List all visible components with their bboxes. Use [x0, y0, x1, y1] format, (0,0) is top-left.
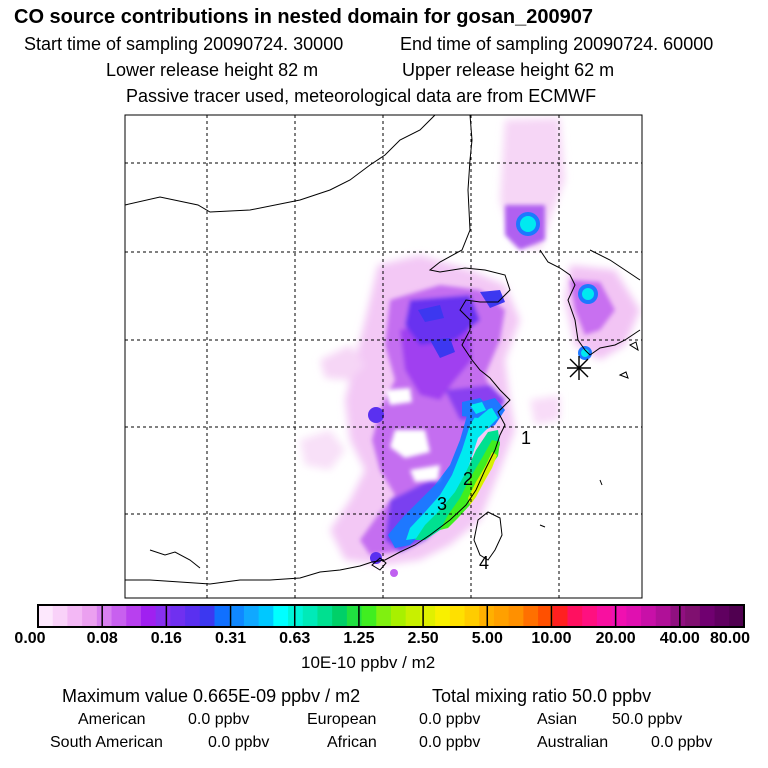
- colorbar-cell: [626, 605, 641, 627]
- colorbar-cell: [303, 605, 318, 627]
- colorbar-cell: [685, 605, 700, 627]
- colorbar-cell: [362, 605, 377, 627]
- colorbar-cell: [38, 605, 53, 627]
- colorbar-cell: [332, 605, 347, 627]
- colorbar-cell: [244, 605, 259, 627]
- colorbar-cell: [523, 605, 538, 627]
- colorbar-tick-label: 0.31: [215, 630, 246, 648]
- colorbar-cell: [435, 605, 450, 627]
- colorbar-cell: [376, 605, 391, 627]
- source-name-african: African: [327, 734, 377, 752]
- colorbar-cell: [156, 605, 171, 627]
- source-name-european: European: [307, 711, 376, 729]
- colorbar-cell: [53, 605, 68, 627]
- colorbar-cell: [406, 605, 421, 627]
- colorbar-cell: [215, 605, 230, 627]
- source-name-south-american: South American: [50, 734, 163, 752]
- colorbar-cell: [597, 605, 612, 627]
- colorbar-cell: [170, 605, 185, 627]
- colorbar-tick-label: 20.00: [596, 630, 636, 648]
- colorbar-cell: [82, 605, 97, 627]
- colorbar-cell: [670, 605, 685, 627]
- colorbar-cell: [582, 605, 597, 627]
- colorbar-cell: [450, 605, 465, 627]
- source-name-american: American: [78, 711, 146, 729]
- colorbar-tick-label: 0.00: [14, 630, 45, 648]
- colorbar-cell: [288, 605, 303, 627]
- colorbar-cell: [126, 605, 141, 627]
- colorbar-cell: [641, 605, 656, 627]
- colorbar-units: 10E-10 ppbv / m2: [301, 653, 435, 673]
- colorbar-cell: [509, 605, 524, 627]
- colorbar-cell: [553, 605, 568, 627]
- source-value-european: 0.0 ppbv: [419, 711, 480, 729]
- total-mixing-ratio-label: Total mixing ratio 50.0 ppbv: [432, 686, 651, 707]
- colorbar-cell: [112, 605, 127, 627]
- maximum-value-label: Maximum value 0.665E-09 ppbv / m2: [62, 686, 360, 707]
- colorbar-tick-label: 10.00: [531, 630, 571, 648]
- colorbar-cell: [729, 605, 744, 627]
- source-value-asian: 50.0 ppbv: [612, 711, 682, 729]
- source-value-south-american: 0.0 ppbv: [208, 734, 269, 752]
- colorbar-tick-label: 0.16: [151, 630, 182, 648]
- colorbar-cell: [141, 605, 156, 627]
- colorbar-cell: [494, 605, 509, 627]
- colorbar-cell: [568, 605, 583, 627]
- colorbar-cell: [317, 605, 332, 627]
- colorbar-tick-label: 80.00: [710, 630, 750, 648]
- colorbar-cell: [259, 605, 274, 627]
- colorbar-cell: [273, 605, 288, 627]
- source-value-american: 0.0 ppbv: [188, 711, 249, 729]
- colorbar-cell: [97, 605, 112, 627]
- colorbar-tick-label: 2.50: [408, 630, 439, 648]
- colorbar-cell: [200, 605, 215, 627]
- colorbar-cell: [185, 605, 200, 627]
- colorbar-tick-label: 5.00: [472, 630, 503, 648]
- colorbar-cell: [715, 605, 730, 627]
- colorbar-cell: [347, 605, 362, 627]
- colorbar-cell: [656, 605, 671, 627]
- colorbar-cell: [612, 605, 627, 627]
- colorbar-tick-label: 1.25: [343, 630, 374, 648]
- colorbar-cell: [229, 605, 244, 627]
- colorbar-tick-label: 0.08: [87, 630, 118, 648]
- colorbar-cell: [391, 605, 406, 627]
- colorbar-cell: [700, 605, 715, 627]
- source-name-asian: Asian: [537, 711, 577, 729]
- source-value-australian: 0.0 ppbv: [651, 734, 712, 752]
- colorbar-tick-label: 0.63: [279, 630, 310, 648]
- colorbar-cell: [67, 605, 82, 627]
- colorbar-tick-label: 40.00: [660, 630, 700, 648]
- source-value-african: 0.0 ppbv: [419, 734, 480, 752]
- source-name-australian: Australian: [537, 734, 608, 752]
- colorbar-cell: [465, 605, 480, 627]
